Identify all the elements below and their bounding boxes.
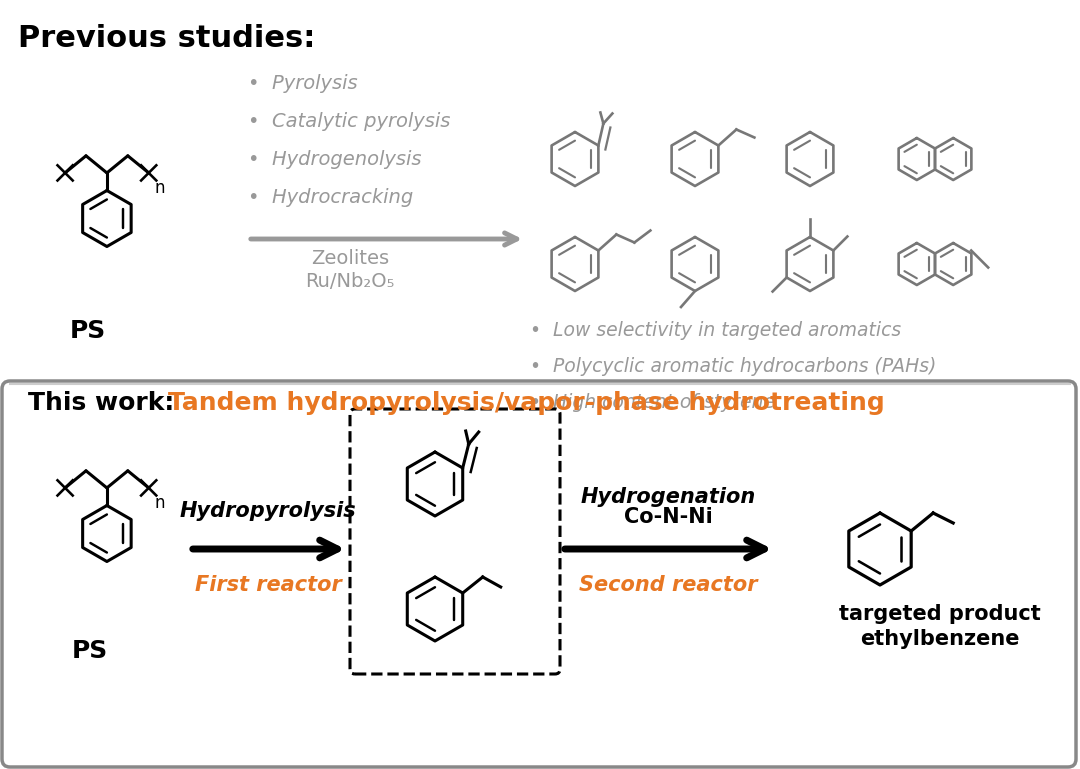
Text: ethylbenzene: ethylbenzene	[861, 629, 1020, 649]
Text: Hydropyrolysis: Hydropyrolysis	[179, 501, 356, 521]
Text: •  Hydrocracking: • Hydrocracking	[248, 188, 414, 207]
Text: PS: PS	[70, 319, 106, 343]
Text: Hydrogenation: Hydrogenation	[580, 487, 756, 507]
Text: •  Hydrogenolysis: • Hydrogenolysis	[248, 150, 421, 169]
Text: •  Low selectivity in targeted aromatics: • Low selectivity in targeted aromatics	[530, 321, 901, 340]
Text: Second reactor: Second reactor	[579, 575, 757, 595]
Text: Ru/Nb₂O₅: Ru/Nb₂O₅	[306, 272, 394, 291]
Text: •  High content of styrene: • High content of styrene	[530, 393, 774, 412]
Text: Previous studies:: Previous studies:	[18, 24, 315, 53]
Text: PS: PS	[72, 639, 108, 663]
Text: targeted product: targeted product	[839, 604, 1041, 624]
Text: First reactor: First reactor	[194, 575, 341, 595]
FancyBboxPatch shape	[350, 409, 561, 674]
Text: n: n	[154, 178, 165, 197]
FancyBboxPatch shape	[2, 381, 1076, 767]
Text: n: n	[154, 494, 165, 511]
Text: •  Pyrolysis: • Pyrolysis	[248, 74, 357, 93]
Text: This work:: This work:	[28, 391, 183, 415]
Text: Co-N-Ni: Co-N-Ni	[623, 507, 713, 527]
Text: Tandem hydropyrolysis/vapor-phase hydrotreating: Tandem hydropyrolysis/vapor-phase hydrot…	[168, 391, 885, 415]
Text: Zeolites: Zeolites	[311, 249, 389, 268]
Text: •  Polycyclic aromatic hydrocarbons (PAHs): • Polycyclic aromatic hydrocarbons (PAHs…	[530, 357, 936, 376]
Text: •  Catalytic pyrolysis: • Catalytic pyrolysis	[248, 112, 450, 131]
